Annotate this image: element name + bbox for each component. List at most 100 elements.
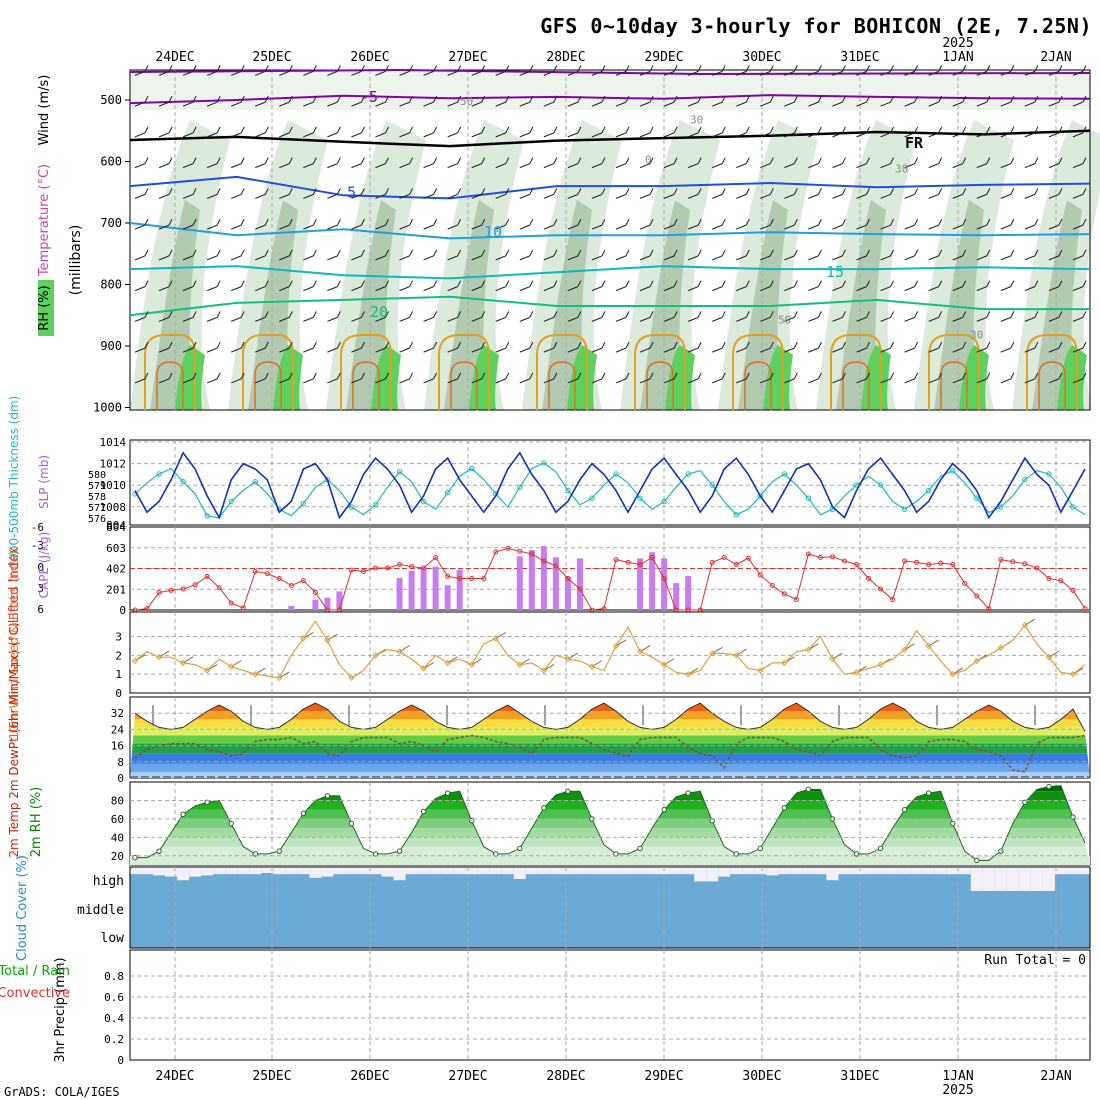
wind-barb (1024, 193, 1036, 199)
wind-barb-flag (793, 311, 798, 318)
wind-barb-flag (577, 311, 582, 318)
lifted-index-point (553, 563, 559, 569)
wind-barb-flag (216, 218, 221, 226)
wind-barb-flag (962, 157, 967, 164)
wind-barb-flag (625, 372, 630, 380)
wind-barb-flag (890, 157, 895, 164)
rh-point (1070, 814, 1076, 820)
wind-barb-flag (1082, 372, 1087, 380)
wind-barb (567, 132, 579, 138)
wind-barb (158, 378, 170, 384)
wind-barb-flag (168, 341, 173, 349)
wind-barb (928, 163, 939, 169)
isotherm-25-bell (732, 334, 784, 410)
wind-barb (567, 101, 579, 107)
rh-band (130, 828, 1090, 838)
wind-barb-flag (1082, 249, 1087, 257)
wind-barb-flag (529, 311, 534, 318)
lifted-index-axis-label: Lifted Index (7, 546, 22, 623)
wind-barb-flag (625, 126, 630, 134)
wind-barb-flag (577, 249, 582, 257)
wind-barb-flag (505, 372, 510, 380)
lifted-index-point (228, 600, 234, 606)
wind-barb-flag (673, 157, 678, 164)
wind-barb-flag (745, 157, 750, 164)
lifted-index-point (493, 549, 499, 555)
cloud-gap (1066, 867, 1079, 875)
thickness-point (925, 487, 932, 494)
wind-barb-flag (409, 218, 414, 226)
wind-barb (928, 286, 939, 292)
wind-barb (495, 132, 506, 138)
wind-barb-flag (601, 372, 606, 380)
wind-barb (976, 378, 987, 384)
wind-barb (736, 286, 747, 292)
wind-barb-flag (433, 311, 438, 318)
rh-band (130, 809, 1090, 819)
li-tick-label: -3 (31, 539, 44, 552)
date-label-top: 24DEC (155, 50, 194, 65)
wind-barb-flag (312, 188, 317, 195)
wind-barb (495, 286, 506, 292)
isotherm-25-bell (928, 334, 980, 410)
wind-barb-flag (409, 311, 414, 318)
wind-barb-flag (192, 95, 197, 103)
wind-barb-flag (168, 249, 173, 257)
lifted-index-point (781, 591, 787, 597)
wind-barbs (134, 65, 1087, 384)
wind-barb (567, 347, 579, 353)
wind-barb-flag (336, 311, 341, 318)
wind-barb (495, 378, 506, 384)
wind-barb (447, 70, 458, 76)
wind-barb-flag (1082, 126, 1087, 134)
wind-barb-flag (216, 372, 221, 380)
lifted-index-point (421, 565, 427, 571)
wind-barb (1048, 255, 1060, 261)
wind-barb (255, 316, 266, 322)
wind-barb-flag (649, 280, 654, 287)
thickness-point (372, 502, 379, 508)
lifted-index-point (312, 590, 318, 595)
wind-barb-flag (288, 95, 293, 103)
wind-barb-flag (216, 311, 221, 318)
wind-barb (687, 101, 699, 107)
wind-barb-flag (793, 249, 798, 257)
wind-barb (182, 347, 194, 353)
wind-barb-flag (745, 280, 750, 287)
wind-barb-flag (601, 95, 606, 103)
wind-barb (231, 286, 242, 292)
thickness-point (565, 487, 571, 494)
wind-barb (687, 255, 699, 261)
wind-barb (327, 193, 338, 199)
temp-band (130, 711, 1090, 720)
wind-barb (231, 347, 242, 353)
thickness-point (950, 468, 956, 474)
wind-barb (639, 101, 651, 107)
wind-barb-flag (240, 126, 245, 134)
cape-bar (673, 583, 680, 610)
rh-point (541, 805, 547, 811)
contour-label: 30 (690, 113, 703, 126)
wind-barb (976, 255, 987, 261)
cloud-gap (826, 867, 839, 881)
wind-barb (760, 132, 771, 138)
wind-barb-flag (769, 157, 774, 164)
wind-barb (303, 132, 314, 138)
wind-barb-flag (625, 188, 630, 195)
wind-barb-flag (216, 65, 221, 72)
wind-barb-flag (1010, 280, 1015, 287)
wind-barb-flag (336, 218, 341, 226)
wind-barb-flag (938, 372, 943, 380)
wind-barb (591, 224, 603, 230)
lifted-index-point (769, 583, 775, 588)
wind-barb-flag (890, 372, 895, 380)
wind-barb (543, 316, 555, 322)
wind-barb (231, 224, 242, 230)
wind-barb (255, 347, 266, 353)
wind-barb-flag (505, 157, 510, 164)
wind-barb (928, 101, 939, 107)
wind-barb (880, 224, 891, 230)
wind-barb-flag (240, 311, 245, 318)
cloud-gap (417, 867, 430, 875)
wind-barb (1000, 163, 1012, 169)
